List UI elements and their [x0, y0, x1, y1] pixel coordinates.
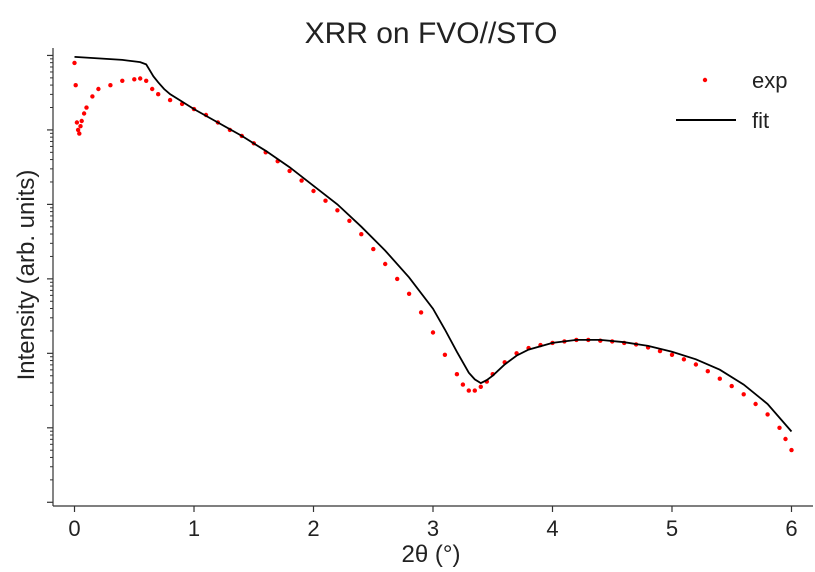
axes: [52, 48, 813, 507]
x-tick-label: 4: [546, 516, 558, 541]
exp-data-point: [681, 357, 687, 362]
y-axis-label: Intensity (arb. units): [13, 170, 40, 381]
exp-data-point: [406, 291, 412, 296]
x-tick-label: 1: [188, 516, 200, 541]
exp-data-point: [311, 188, 316, 194]
exp-data-point: [75, 127, 81, 133]
exp-data-point: [669, 352, 675, 357]
exp-data-point: [466, 388, 471, 393]
exp-data-point: [156, 92, 161, 97]
legend-fit-label: fit: [752, 108, 769, 133]
exp-data-point: [81, 111, 87, 116]
exp-data-point: [299, 178, 304, 183]
exp-data-point: [442, 352, 448, 357]
exp-data-point: [167, 97, 173, 103]
exp-data-point: [132, 77, 137, 82]
exp-data-point: [138, 76, 143, 81]
exp-data-point: [150, 86, 155, 92]
x-tick-label: 0: [68, 516, 80, 541]
exp-data-point: [693, 362, 699, 367]
exp-data-point: [383, 261, 388, 267]
exp-data-point: [120, 78, 125, 84]
exp-data-point: [395, 276, 400, 282]
exp-data-point: [472, 388, 477, 393]
exp-data-point: [777, 425, 782, 430]
x-tick-label: 5: [666, 516, 678, 541]
chart-title: XRR on FVO//STO: [305, 17, 558, 50]
exp-data-point: [74, 120, 80, 125]
exp-data-point: [77, 131, 82, 136]
exp-data-point: [78, 124, 83, 129]
exp-data-point: [323, 198, 328, 203]
exp-data-point: [478, 384, 483, 389]
exp-data-point: [347, 218, 352, 223]
legend-exp-marker: [702, 77, 708, 83]
exp-data-point: [783, 436, 788, 442]
y-axis-ticks: [47, 54, 53, 503]
x-axis-ticks: 0 1 2 3 4 5 6: [68, 506, 798, 541]
exp-data-point: [79, 118, 84, 124]
exp-data-point: [90, 94, 95, 99]
exp-data-point: [96, 86, 101, 92]
exp-data-point: [430, 330, 436, 335]
exp-data-point: [144, 78, 149, 84]
exp-data-point: [73, 83, 78, 88]
exp-data-point: [287, 168, 292, 174]
x-tick-label: 3: [427, 516, 439, 541]
exp-data-point: [454, 372, 460, 377]
x-tick-label: 2: [307, 516, 319, 541]
plot-area: [72, 56, 794, 453]
exp-data-point: [84, 105, 89, 110]
exp-data-point: [371, 246, 376, 252]
legend-exp-label: exp: [752, 68, 787, 93]
legend: exp fit: [676, 68, 787, 133]
exp-data-point: [789, 447, 794, 453]
exp-data-point: [108, 83, 113, 88]
exp-data-point: [717, 376, 722, 381]
exp-data-point: [705, 369, 710, 374]
exp-data-point: [418, 310, 424, 315]
exp-data-point: [72, 60, 77, 66]
exp-data-point: [335, 208, 340, 213]
exp-data-point: [753, 401, 758, 407]
x-axis-label: 2θ (°): [402, 541, 461, 568]
exp-data-point: [729, 383, 734, 389]
exp-data-point: [741, 392, 746, 397]
x-tick-label: 6: [785, 516, 797, 541]
fit-line: [74, 56, 793, 433]
exp-data-point: [460, 382, 466, 387]
exp-data-point: [765, 412, 770, 417]
exp-data-point: [359, 232, 364, 237]
